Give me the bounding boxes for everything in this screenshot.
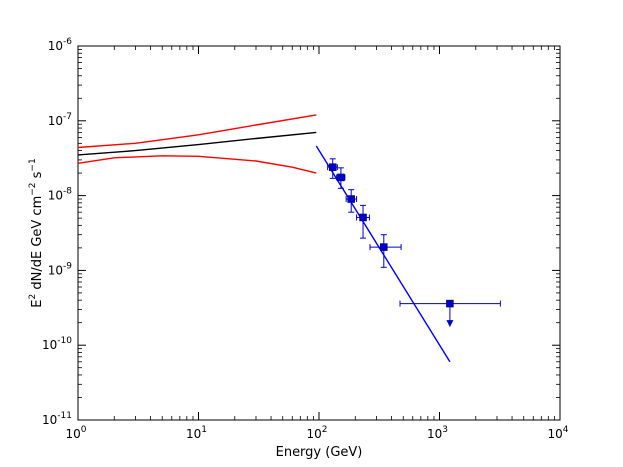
y-tick-label: 10-10 [42, 336, 72, 352]
y-tick-label: 10-8 [48, 187, 73, 203]
x-tick-label: 104 [547, 425, 568, 441]
y-tick-label: 10-7 [48, 112, 72, 128]
x-tick-label: 101 [186, 425, 207, 441]
model-curves [77, 114, 451, 363]
upper-limit-arrow [446, 320, 454, 328]
y-tick-label: 10-6 [48, 37, 73, 53]
data-point-4 [369, 234, 402, 268]
point-marker [347, 195, 355, 203]
x-tick-label: 102 [306, 425, 327, 441]
curve-3 [315, 145, 451, 363]
upper-limit-0 [399, 299, 501, 328]
point-marker [446, 299, 454, 308]
point-marker [328, 163, 337, 171]
y-tick-label: 10-9 [48, 261, 73, 277]
x-axis-ticks: 100 101 102 103 104 [65, 46, 569, 441]
y-label-sup2: −2 [28, 182, 38, 195]
curve-0 [77, 114, 317, 149]
y-label-mid: dN/dE GeV cm [30, 196, 45, 294]
y-label-mid2: s [30, 171, 45, 182]
y-label-sup3: −1 [28, 158, 38, 171]
x-tick-label: 100 [65, 425, 86, 441]
y-axis-label: E2 dN/dE GeV cm−2 s−1 [28, 158, 45, 307]
point-marker [380, 243, 388, 251]
data-point-2 [345, 189, 358, 213]
data-points [327, 158, 501, 328]
curve-2 [77, 155, 317, 174]
data-point-1 [336, 167, 346, 189]
data-point-3 [356, 204, 370, 239]
curve-1 [77, 131, 317, 156]
point-marker [359, 213, 367, 222]
data-point-0 [327, 158, 338, 179]
plot-area [77, 45, 561, 421]
x-axis-label: Energy (GeV) [276, 445, 363, 460]
y-tick-label: 10-11 [42, 411, 72, 427]
point-marker [337, 173, 345, 182]
y-axis-ticks: 10-6 10-7 10-8 10-9 10-10 10-11 [42, 37, 560, 427]
y-label-pre: E [30, 299, 45, 307]
y-label-sup1: 2 [28, 294, 38, 300]
x-tick-label: 103 [427, 425, 448, 441]
